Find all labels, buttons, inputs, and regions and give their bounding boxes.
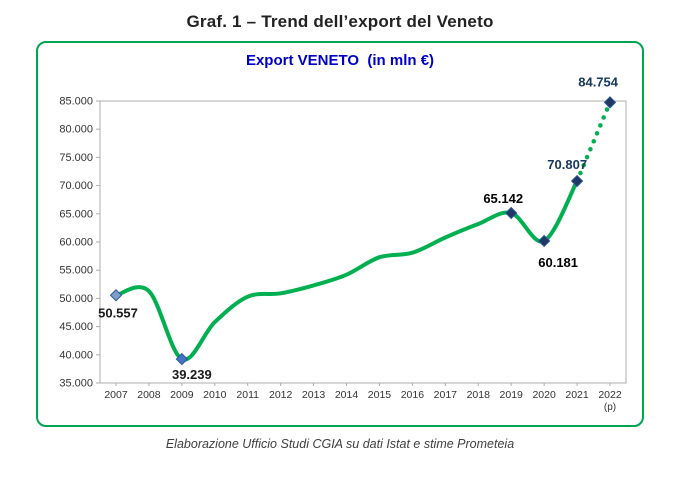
svg-text:2017: 2017 <box>434 389 458 401</box>
svg-text:2018: 2018 <box>467 389 491 401</box>
svg-text:70.000: 70.000 <box>59 180 93 192</box>
chart-title: Export VENETO (in mln €) <box>245 52 435 69</box>
svg-text:65.000: 65.000 <box>59 208 93 220</box>
svg-text:2014: 2014 <box>335 389 359 401</box>
svg-text:2009: 2009 <box>170 389 194 401</box>
svg-text:39.239: 39.239 <box>172 367 212 382</box>
svg-text:2019: 2019 <box>500 389 524 401</box>
svg-text:80.000: 80.000 <box>59 124 93 136</box>
svg-text:50.000: 50.000 <box>59 293 93 305</box>
svg-text:60.000: 60.000 <box>59 237 93 249</box>
svg-text:2015: 2015 <box>368 389 392 401</box>
svg-text:2013: 2013 <box>302 389 326 401</box>
chart-svg: 35.000 40.000 45.000 50.000 55.000 60.000 65.0… <box>59 74 627 413</box>
svg-text:85.000: 85.000 <box>59 96 93 108</box>
svg-text:2022: 2022 <box>598 389 622 401</box>
svg-text:2021: 2021 <box>565 389 589 401</box>
svg-text:2016: 2016 <box>401 389 425 401</box>
svg-text:(p): (p) <box>604 402 616 413</box>
svg-text:40.000: 40.000 <box>59 349 93 361</box>
svg-text:50.557: 50.557 <box>98 305 138 320</box>
svg-text:2012: 2012 <box>269 389 293 401</box>
svg-text:45.000: 45.000 <box>59 321 93 333</box>
svg-text:2020: 2020 <box>532 389 556 401</box>
svg-text:2008: 2008 <box>137 389 161 401</box>
svg-text:2011: 2011 <box>236 389 259 401</box>
page-title: Graf. 1 – Trend dell’export del Veneto <box>186 12 494 31</box>
svg-text:70.807: 70.807 <box>547 157 587 172</box>
svg-text:2007: 2007 <box>104 389 128 401</box>
chart-source-caption: Elaborazione Ufficio Studi CGIA su dati … <box>165 437 515 451</box>
page: Graf. 1 – Trend dell’export del Veneto E… <box>36 12 644 451</box>
svg-text:35.000: 35.000 <box>59 378 93 390</box>
chart-box: Export VENETO (in mln €) 35.000 40.000 45.… <box>36 41 644 427</box>
svg-text:75.000: 75.000 <box>59 152 93 164</box>
svg-text:65.142: 65.142 <box>483 191 523 206</box>
svg-text:84.754: 84.754 <box>578 74 619 89</box>
svg-text:2010: 2010 <box>203 389 227 401</box>
svg-text:60.181: 60.181 <box>538 255 578 270</box>
svg-text:55.000: 55.000 <box>59 265 93 277</box>
